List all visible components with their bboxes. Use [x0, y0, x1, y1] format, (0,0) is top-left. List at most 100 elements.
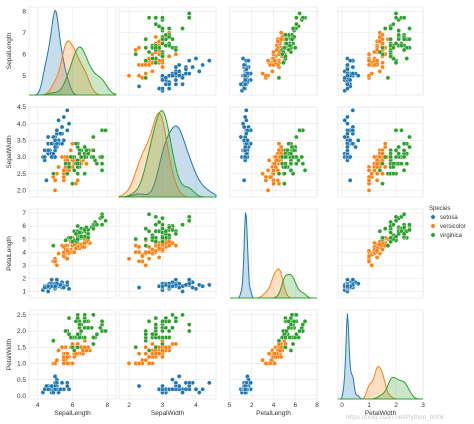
point-setosa [170, 73, 175, 78]
point-virginica [283, 32, 288, 38]
point-setosa [170, 386, 175, 392]
point-virginica [393, 218, 399, 224]
point-setosa [193, 56, 199, 61]
x-tick-label: 2 [394, 402, 398, 409]
point-virginica [103, 328, 108, 334]
point-virginica [75, 236, 81, 242]
point-virginica [294, 134, 299, 140]
point-setosa [42, 154, 47, 160]
point-versicolor [271, 181, 276, 186]
point-versicolor [263, 73, 269, 78]
point-virginica [153, 239, 159, 245]
point-virginica [407, 36, 412, 42]
y-axis-label: PetalWidth [6, 338, 13, 370]
point-virginica [153, 228, 159, 234]
point-virginica [396, 36, 402, 42]
point-virginica [99, 214, 105, 220]
point-setosa [64, 279, 70, 285]
x-tick-label: 3 [421, 402, 425, 409]
point-setosa [54, 128, 60, 133]
point-setosa [61, 285, 67, 290]
point-setosa [160, 283, 165, 289]
point-versicolor [153, 34, 159, 40]
panel-PetalLength-vs-PetalWidth [337, 208, 424, 299]
point-setosa [180, 390, 185, 395]
point-virginica [377, 168, 383, 173]
point-virginica [143, 45, 149, 51]
point-virginica [287, 43, 293, 48]
point-setosa [176, 285, 182, 290]
point-setosa [242, 154, 248, 160]
point-setosa [350, 277, 356, 282]
point-setosa [200, 386, 205, 392]
point-virginica [302, 168, 308, 173]
point-versicolor [380, 171, 385, 176]
point-virginica [300, 15, 306, 21]
point-setosa [200, 283, 205, 289]
point-versicolor [372, 240, 377, 246]
point-versicolor [166, 54, 172, 59]
point-virginica [399, 161, 404, 166]
point-setosa [190, 64, 195, 70]
point-virginica [143, 75, 149, 81]
point-virginica [396, 151, 402, 156]
point-setosa [183, 66, 189, 72]
y-tick-label: 2 [22, 276, 26, 283]
point-virginica [291, 319, 297, 324]
point-setosa [176, 281, 182, 286]
point-virginica [286, 141, 292, 146]
point-virginica [99, 154, 105, 160]
point-versicolor [143, 351, 149, 356]
point-virginica [82, 144, 87, 150]
point-virginica [407, 222, 412, 228]
point-virginica [393, 148, 399, 153]
point-virginica [282, 181, 287, 186]
point-virginica [407, 144, 412, 150]
panel-PetalWidth-vs-PetalLength [229, 309, 318, 400]
point-virginica [388, 54, 393, 59]
point-virginica [385, 243, 391, 248]
point-setosa [345, 81, 350, 87]
y-tick-label: 4 [22, 249, 26, 256]
point-virginica [82, 319, 87, 324]
point-virginica [160, 319, 165, 324]
point-virginica [170, 325, 175, 331]
point-versicolor [59, 344, 65, 350]
point-versicolor [380, 36, 385, 42]
point-virginica [78, 154, 84, 160]
point-virginica [393, 214, 399, 220]
point-setosa [136, 383, 142, 389]
point-virginica [146, 348, 152, 353]
point-virginica [288, 348, 294, 353]
point-virginica [282, 171, 287, 176]
point-versicolor [160, 64, 165, 70]
panel-SepalWidth-vs-SepalWidth [118, 106, 217, 198]
point-virginica [294, 21, 299, 27]
point-setosa [58, 386, 63, 392]
point-versicolor [71, 249, 77, 255]
point-virginica [75, 171, 81, 176]
y-tick-label: 1.5 [17, 344, 26, 351]
point-virginica [288, 161, 294, 166]
panel-SepalLength-vs-PetalWidth [337, 6, 424, 96]
point-virginica [94, 161, 100, 166]
point-versicolor [143, 344, 149, 350]
point-setosa [345, 277, 350, 282]
point-virginica [401, 168, 407, 173]
point-virginica [75, 344, 81, 350]
point-virginica [160, 26, 165, 31]
point-versicolor [272, 58, 277, 63]
point-setosa [345, 62, 350, 68]
point-setosa [173, 64, 179, 70]
y-tick-label: 6 [22, 223, 26, 230]
point-virginica [146, 211, 152, 217]
point-setosa [186, 380, 192, 386]
point-virginica [186, 15, 192, 21]
point-virginica [160, 215, 165, 221]
point-virginica [393, 15, 399, 21]
point-virginica [99, 161, 105, 166]
panel-PetalWidth-vs-PetalWidth [337, 309, 424, 400]
point-virginica [388, 230, 393, 235]
point-virginica [289, 144, 295, 150]
point-versicolor [374, 255, 380, 260]
